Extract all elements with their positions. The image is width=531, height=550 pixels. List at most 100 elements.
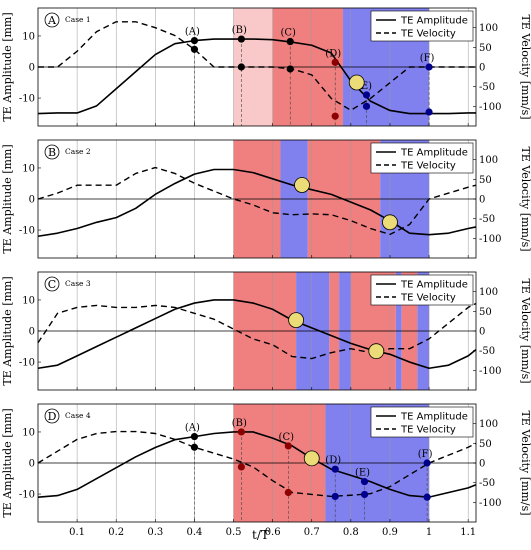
y2-tick-label: -50 [479,478,495,489]
marker-label: (D) [325,455,341,466]
legend [370,10,474,42]
legend-label-velocity: TE Velocity [400,425,456,436]
marker-label: (E) [355,468,370,479]
x-axis-title: t/T [252,528,269,542]
crossing-circle [294,177,310,193]
velocity-marker [190,443,199,451]
crossing-circle [303,450,320,467]
y-tick-label: 10 [22,31,35,42]
x-tick-label: 0.5 [226,527,242,538]
x-tick-label: 0.9 [382,527,398,538]
y2-tick-label: 50 [479,307,492,318]
velocity-marker [362,102,371,110]
marker-label: (F) [418,449,433,460]
y2-tick-label: 100 [479,155,498,166]
legend-label-velocity: TE Velocity [400,161,456,172]
panel-letter-badge [44,276,60,292]
y2-tick-label: 0 [479,327,485,338]
legend-label-amplitude: TE Amplitude [400,280,468,291]
velocity-marker [286,65,294,73]
x-tick-label: 0.3 [147,527,163,538]
x-tick-label: 0.6 [265,527,281,538]
y-tick-label: 0 [29,327,35,338]
y-tick-label: 10 [22,295,35,306]
y2-tick-label: 50 [479,175,492,186]
case-label: Case 1 [65,15,91,24]
y2-tick-label: 50 [479,43,492,54]
velocity-marker [190,45,199,53]
te-amplitude-line [37,431,477,498]
y2-tick-label: 50 [479,439,492,450]
y2-tick-label: 0 [479,63,485,74]
y-tick-label: -10 [19,94,35,105]
velocity-marker [237,463,245,471]
amplitude-marker [237,35,245,43]
marker-label: (E) [357,81,372,92]
panel-letter: C [48,278,56,291]
velocity-marker [425,63,433,71]
legend-label-amplitude: TE Amplitude [400,412,468,423]
te-amplitude-line [37,168,477,238]
panel-letter-badge [44,12,60,28]
case-label: Case 2 [65,147,91,156]
y2-tick-label: 100 [479,287,498,298]
marker-label: (B) [232,418,247,429]
marker-label: (C) [279,432,295,443]
amplitude-marker [237,428,245,436]
marker-label: (A) [185,27,200,38]
y2-axis-title: TE Velocity [mm/s] [519,14,531,119]
y2-tick-label: 100 [479,23,498,34]
te-velocity-line [37,302,477,360]
marker-label: (F) [420,53,435,64]
amplitude-marker [284,442,292,450]
panel-letter: D [48,410,57,423]
y-tick-label: -10 [19,358,35,369]
y2-tick-label: -100 [479,498,501,509]
te-amplitude-line [37,299,477,370]
amplitude-marker [286,37,294,46]
y-tick-label: 0 [29,63,35,74]
case-label: Case 3 [65,279,91,288]
marker-label: (A) [185,423,200,434]
y-tick-label: 10 [22,163,35,174]
x-tick-label: 0.2 [108,527,124,538]
y-axis-title: TE Amplitude [mm] [1,276,14,385]
legend-label-amplitude: TE Amplitude [400,16,468,27]
te-velocity-line [37,430,477,498]
y-axis-title: TE Amplitude [mm] [1,144,14,253]
y2-tick-label: -100 [479,366,501,377]
crossing-circle [288,312,305,329]
x-tick-label: 0.4 [186,527,202,538]
case-label: Case 4 [65,411,91,420]
legend [370,274,474,306]
marker-label: (C) [281,28,297,39]
panel-a: (A) (B) (C)(D)(E)(F)100-10100500-50-100TE … [1,7,531,127]
y2-axis-title: TE Velocity [mm/s] [519,278,531,383]
y-axis-title: TE Amplitude [mm] [1,12,14,121]
amplitude-marker [190,433,199,441]
te-amplitude-line [37,38,476,115]
te-velocity-line [38,21,476,111]
velocity-marker [423,459,431,467]
y2-tick-label: -100 [479,102,501,113]
y-axis-title: TE Amplitude [mm] [1,408,14,517]
y2-tick-label: 100 [479,419,498,430]
panel-letter: A [47,14,57,27]
panel-letter-badge [44,144,60,160]
x-tick-label: 1.1 [460,527,476,538]
velocity-marker [331,112,339,120]
legend [370,142,474,174]
y-tick-label: 0 [29,195,35,206]
y2-axis-title: TE Velocity [mm/s] [519,146,531,251]
crossing-circle [368,343,385,360]
y-tick-label: 10 [22,427,35,438]
panel-d: (A) (B)(C)(D)(E)(F)100-10100500-50-100TE … [1,403,531,523]
panel-letter: B [48,146,56,159]
amplitude-marker [425,108,433,116]
y2-tick-label: 0 [479,195,485,206]
marker-label: (D) [325,48,341,59]
y-tick-label: 0 [29,459,35,470]
